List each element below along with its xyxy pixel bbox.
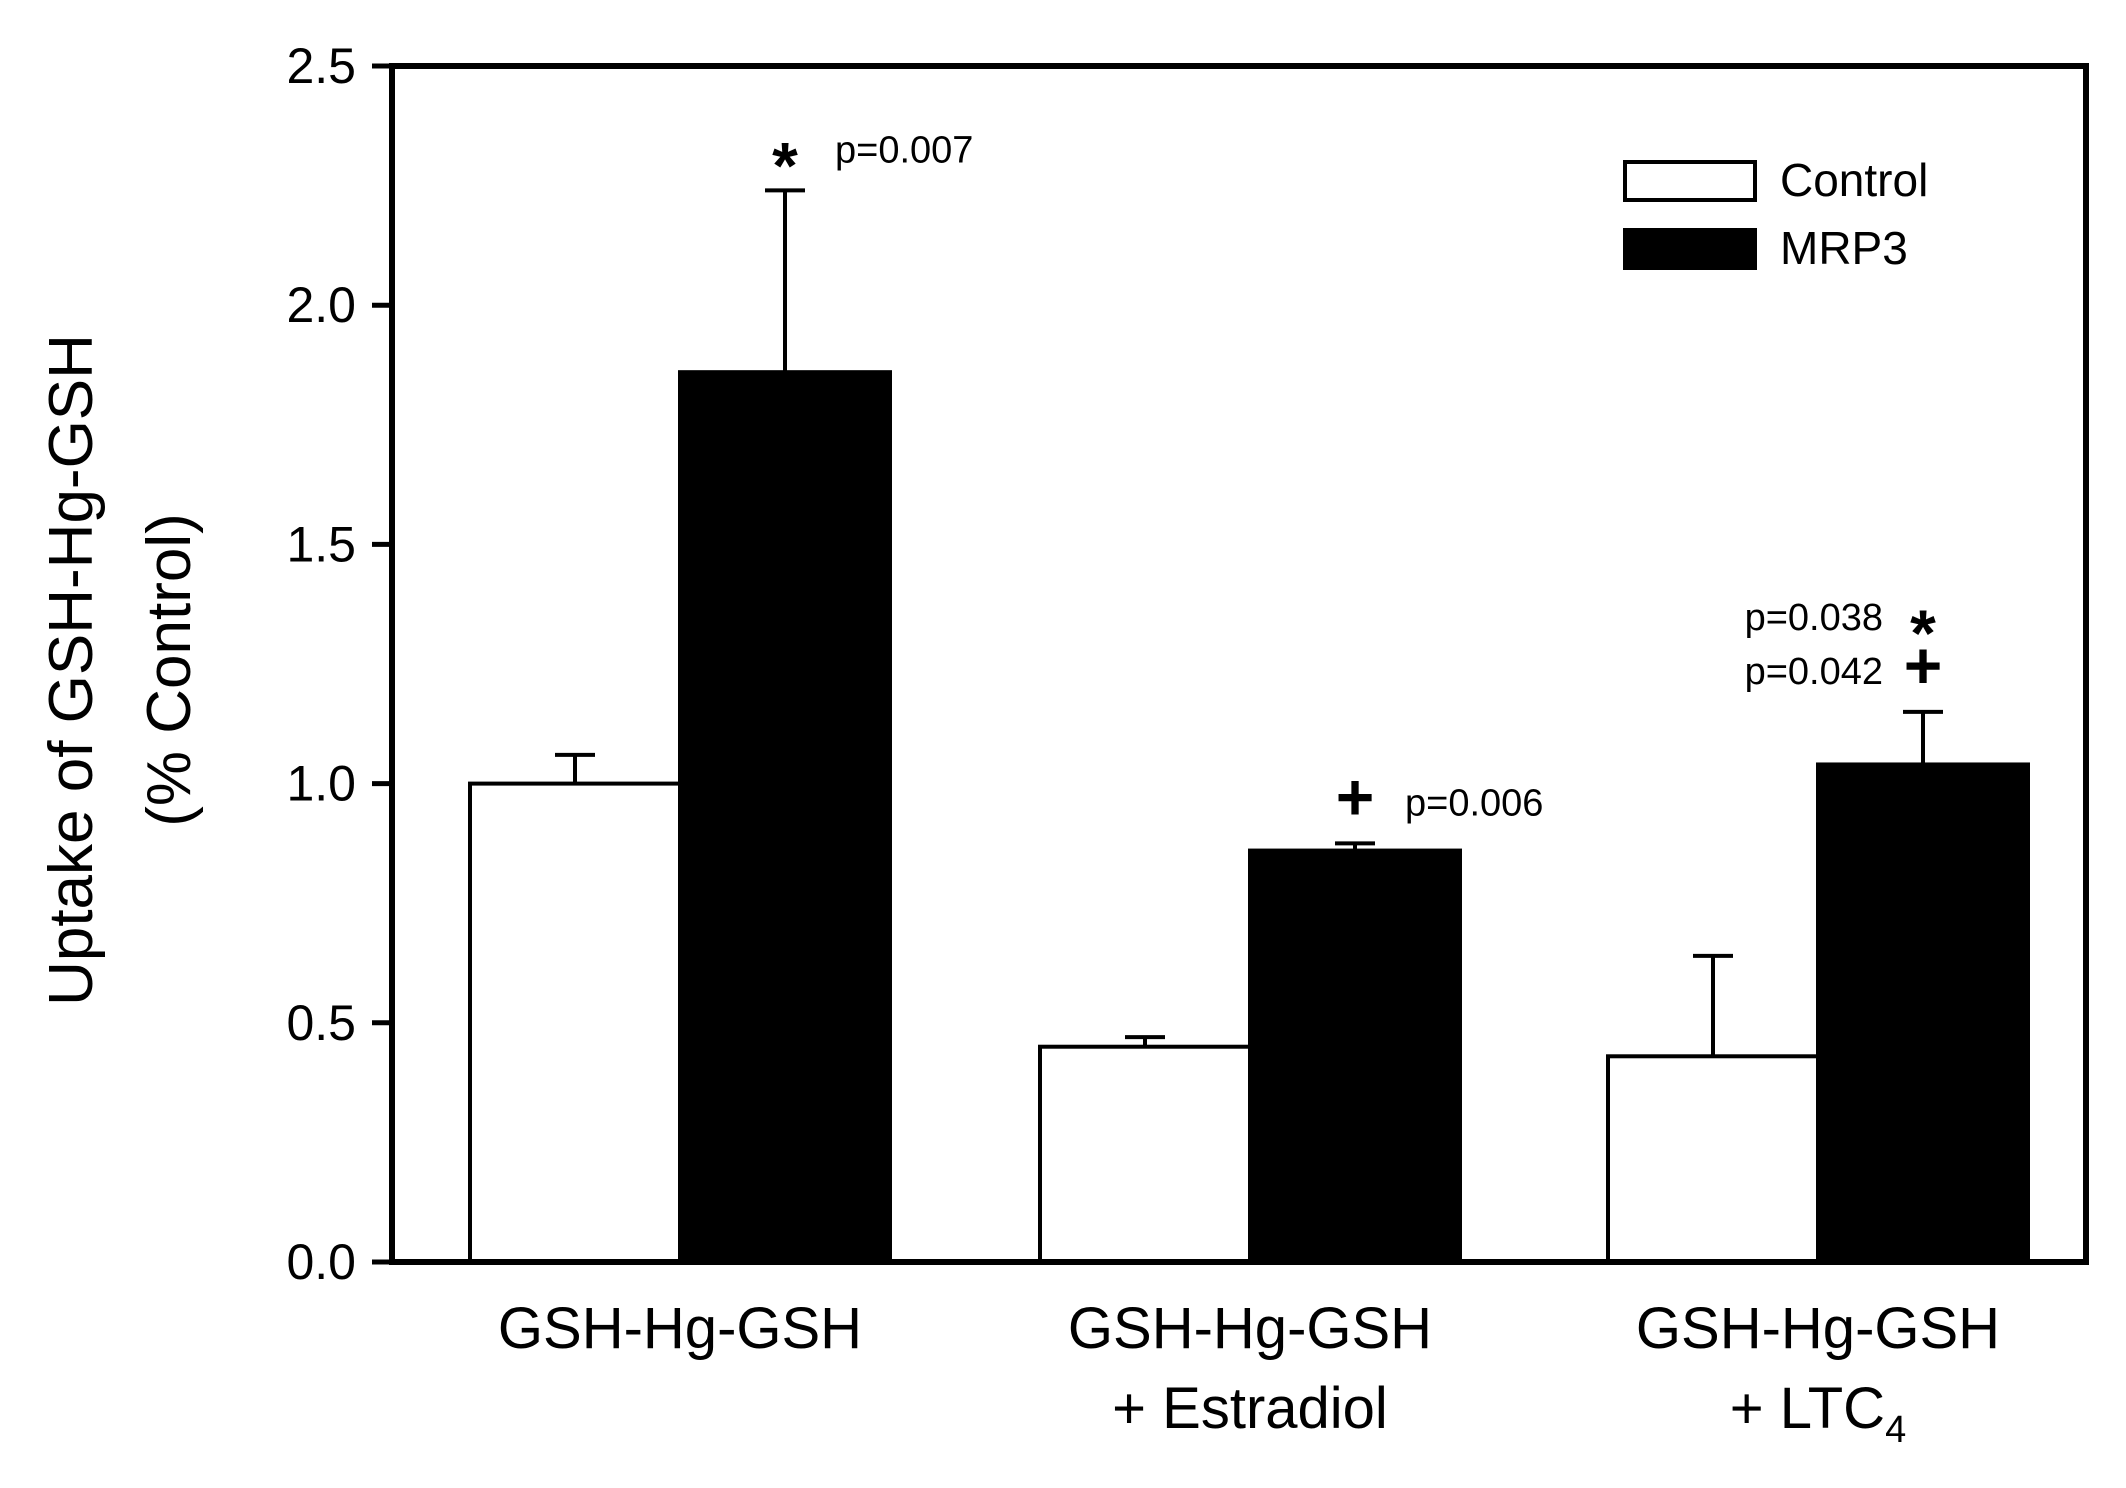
- bar-control-1: [1038, 1044, 1252, 1264]
- y-axis-title-line2: (% Control): [135, 513, 204, 827]
- category-label-1-line2-text: + Estradiol: [1112, 1376, 1388, 1441]
- y-axis-ticks: 0.0 0.5 1.0 1.5 2.0 2.5: [286, 38, 392, 1290]
- plot-frame: [389, 63, 2089, 1265]
- bar-control-2: [1606, 1054, 1820, 1264]
- significance-symbol: +: [1336, 759, 1375, 833]
- y-axis-title-line1: Uptake of GSH-Hg-GSH: [37, 334, 106, 1006]
- legend-swatch-control: [1623, 160, 1757, 202]
- bars-group: [468, 370, 2030, 1264]
- legend-label-mrp3: MRP3: [1780, 222, 1908, 274]
- significance-symbol: *: [772, 128, 798, 202]
- bar-mrp3-2: [1816, 762, 2030, 1264]
- y-tick-label: 1.5: [286, 516, 356, 572]
- category-labels: GSH-Hg-GSH GSH-Hg-GSH + Estradiol GSH-Hg-GS…: [498, 1296, 2000, 1451]
- p-value-label: p=0.006: [1405, 782, 1543, 824]
- bar-control-0: [468, 781, 682, 1264]
- legend-swatch-mrp3: [1623, 228, 1757, 270]
- y-tick-label: 1.0: [286, 756, 356, 812]
- significance-symbol: +: [1904, 628, 1943, 702]
- category-label-2-line2: + LTC4: [1730, 1376, 1906, 1451]
- bar-mrp3-0: [678, 370, 892, 1264]
- p-value-label: p=0.042: [1745, 651, 1883, 693]
- category-label-0-line1: GSH-Hg-GSH: [498, 1296, 862, 1361]
- category-label-1-line1: GSH-Hg-GSH: [1068, 1296, 1432, 1361]
- y-tick-label: 2.0: [286, 277, 356, 333]
- y-axis-title: Uptake of GSH-Hg-GSH (% Control): [37, 334, 204, 1006]
- legend-label-control: Control: [1780, 154, 1928, 206]
- category-label-1-line2: + Estradiol: [1112, 1376, 1388, 1441]
- y-tick-label: 0.0: [286, 1234, 356, 1290]
- category-label-2-subscript: 4: [1885, 1409, 1906, 1451]
- bar-mrp3-1: [1248, 848, 1462, 1264]
- significance-annotations: * p=0.007 + p=0.006 * p=0.038 + p=0.042: [772, 128, 1942, 833]
- error-bars-group: [555, 188, 1943, 1057]
- significance-symbol: *: [1910, 596, 1936, 670]
- category-label-2-line1: GSH-Hg-GSH: [1636, 1296, 2000, 1361]
- legend: Control MRP3: [1623, 154, 1928, 274]
- p-value-label: p=0.007: [835, 129, 973, 171]
- y-tick-label: 0.5: [286, 995, 356, 1051]
- y-tick-label: 2.5: [286, 38, 356, 94]
- p-value-label: p=0.038: [1745, 597, 1883, 639]
- category-label-2-line2-text: + LTC: [1730, 1376, 1885, 1441]
